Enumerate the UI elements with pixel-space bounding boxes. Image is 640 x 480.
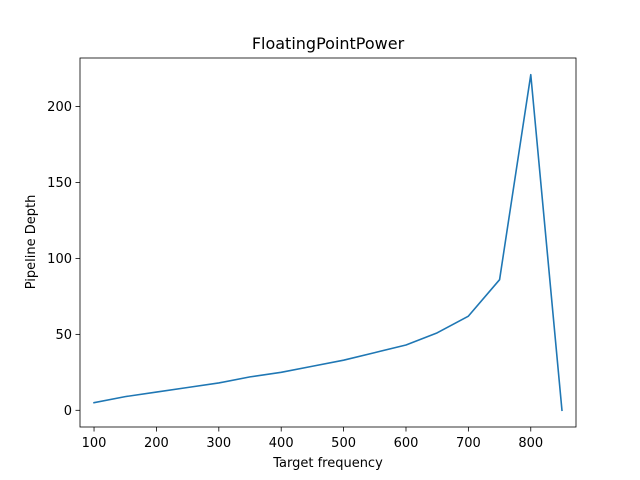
x-axis: 100 200 300 400 500 600 700 800 [82, 427, 543, 451]
x-tick-label: 700 [456, 436, 481, 451]
x-tick-label: 100 [82, 436, 107, 451]
plot-area [79, 57, 577, 428]
series-line-0 [93, 73, 563, 412]
y-axis-label: Pipeline Depth [24, 195, 39, 290]
axes-frame [79, 57, 577, 428]
y-tick-label: 50 [55, 328, 72, 343]
chart-title: FloatingPointPower [252, 34, 405, 53]
y-tick-label: 150 [47, 176, 72, 191]
x-tick-label: 200 [144, 436, 169, 451]
y-tick-label: 0 [64, 404, 72, 419]
y-tick-label: 100 [47, 252, 72, 267]
x-tick-label: 800 [518, 436, 543, 451]
x-axis-label: Target frequency [272, 456, 383, 471]
x-tick-label: 600 [394, 436, 419, 451]
x-tick-label: 500 [331, 436, 356, 451]
y-tick-label: 200 [47, 100, 72, 115]
x-tick-label: 300 [206, 436, 231, 451]
x-tick-label: 400 [269, 436, 294, 451]
y-axis: 0 50 100 150 200 [47, 100, 80, 419]
